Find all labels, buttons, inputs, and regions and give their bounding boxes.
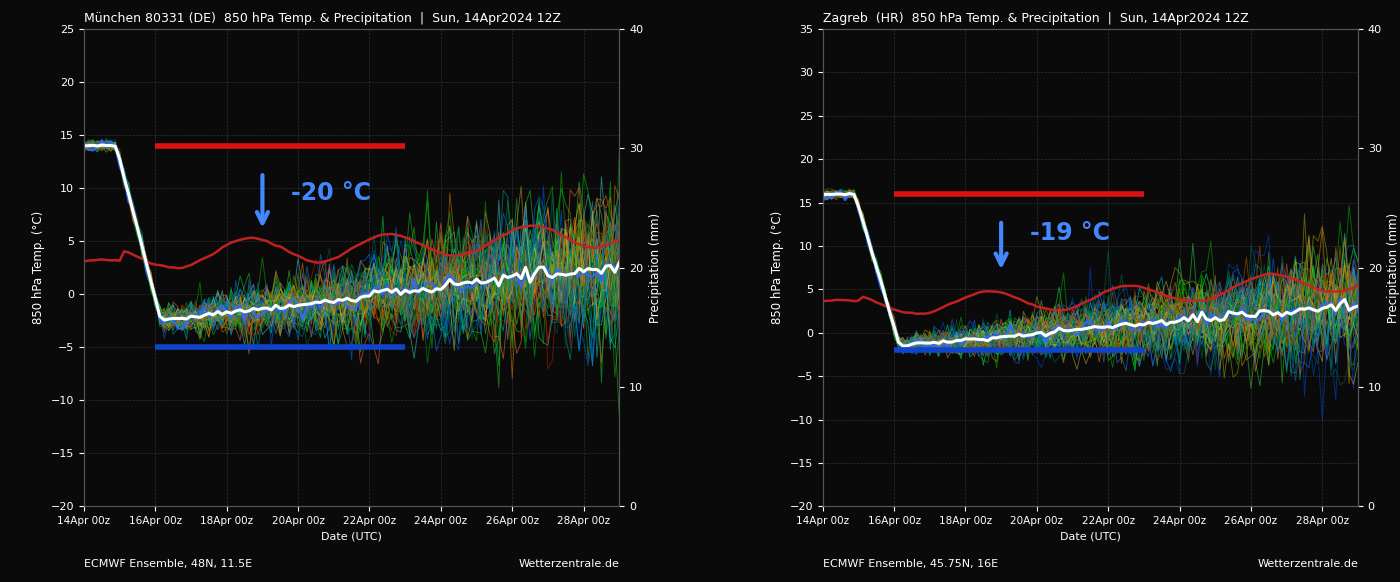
Text: München 80331 (DE)  850 hPa Temp. & Precipitation  |  Sun, 14Apr2024 12Z: München 80331 (DE) 850 hPa Temp. & Preci…	[84, 12, 561, 25]
Text: Zagreb  (HR)  850 hPa Temp. & Precipitation  |  Sun, 14Apr2024 12Z: Zagreb (HR) 850 hPa Temp. & Precipitatio…	[823, 12, 1249, 25]
Y-axis label: 850 hPa Temp. (°C): 850 hPa Temp. (°C)	[32, 211, 45, 324]
Y-axis label: Precipitation (mm): Precipitation (mm)	[1387, 212, 1400, 323]
Text: ECMWF Ensemble, 45.75N, 16E: ECMWF Ensemble, 45.75N, 16E	[823, 559, 998, 569]
Y-axis label: 850 hPa Temp. (°C): 850 hPa Temp. (°C)	[771, 211, 784, 324]
Y-axis label: Precipitation (mm): Precipitation (mm)	[648, 212, 662, 323]
Text: Wetterzentrale.de: Wetterzentrale.de	[518, 559, 619, 569]
Text: Wetterzentrale.de: Wetterzentrale.de	[1257, 559, 1358, 569]
Text: -19 °C: -19 °C	[1029, 221, 1110, 245]
X-axis label: Date (UTC): Date (UTC)	[1060, 531, 1121, 542]
Text: -20 °C: -20 °C	[291, 182, 371, 205]
X-axis label: Date (UTC): Date (UTC)	[321, 531, 382, 542]
Text: ECMWF Ensemble, 48N, 11.5E: ECMWF Ensemble, 48N, 11.5E	[84, 559, 252, 569]
